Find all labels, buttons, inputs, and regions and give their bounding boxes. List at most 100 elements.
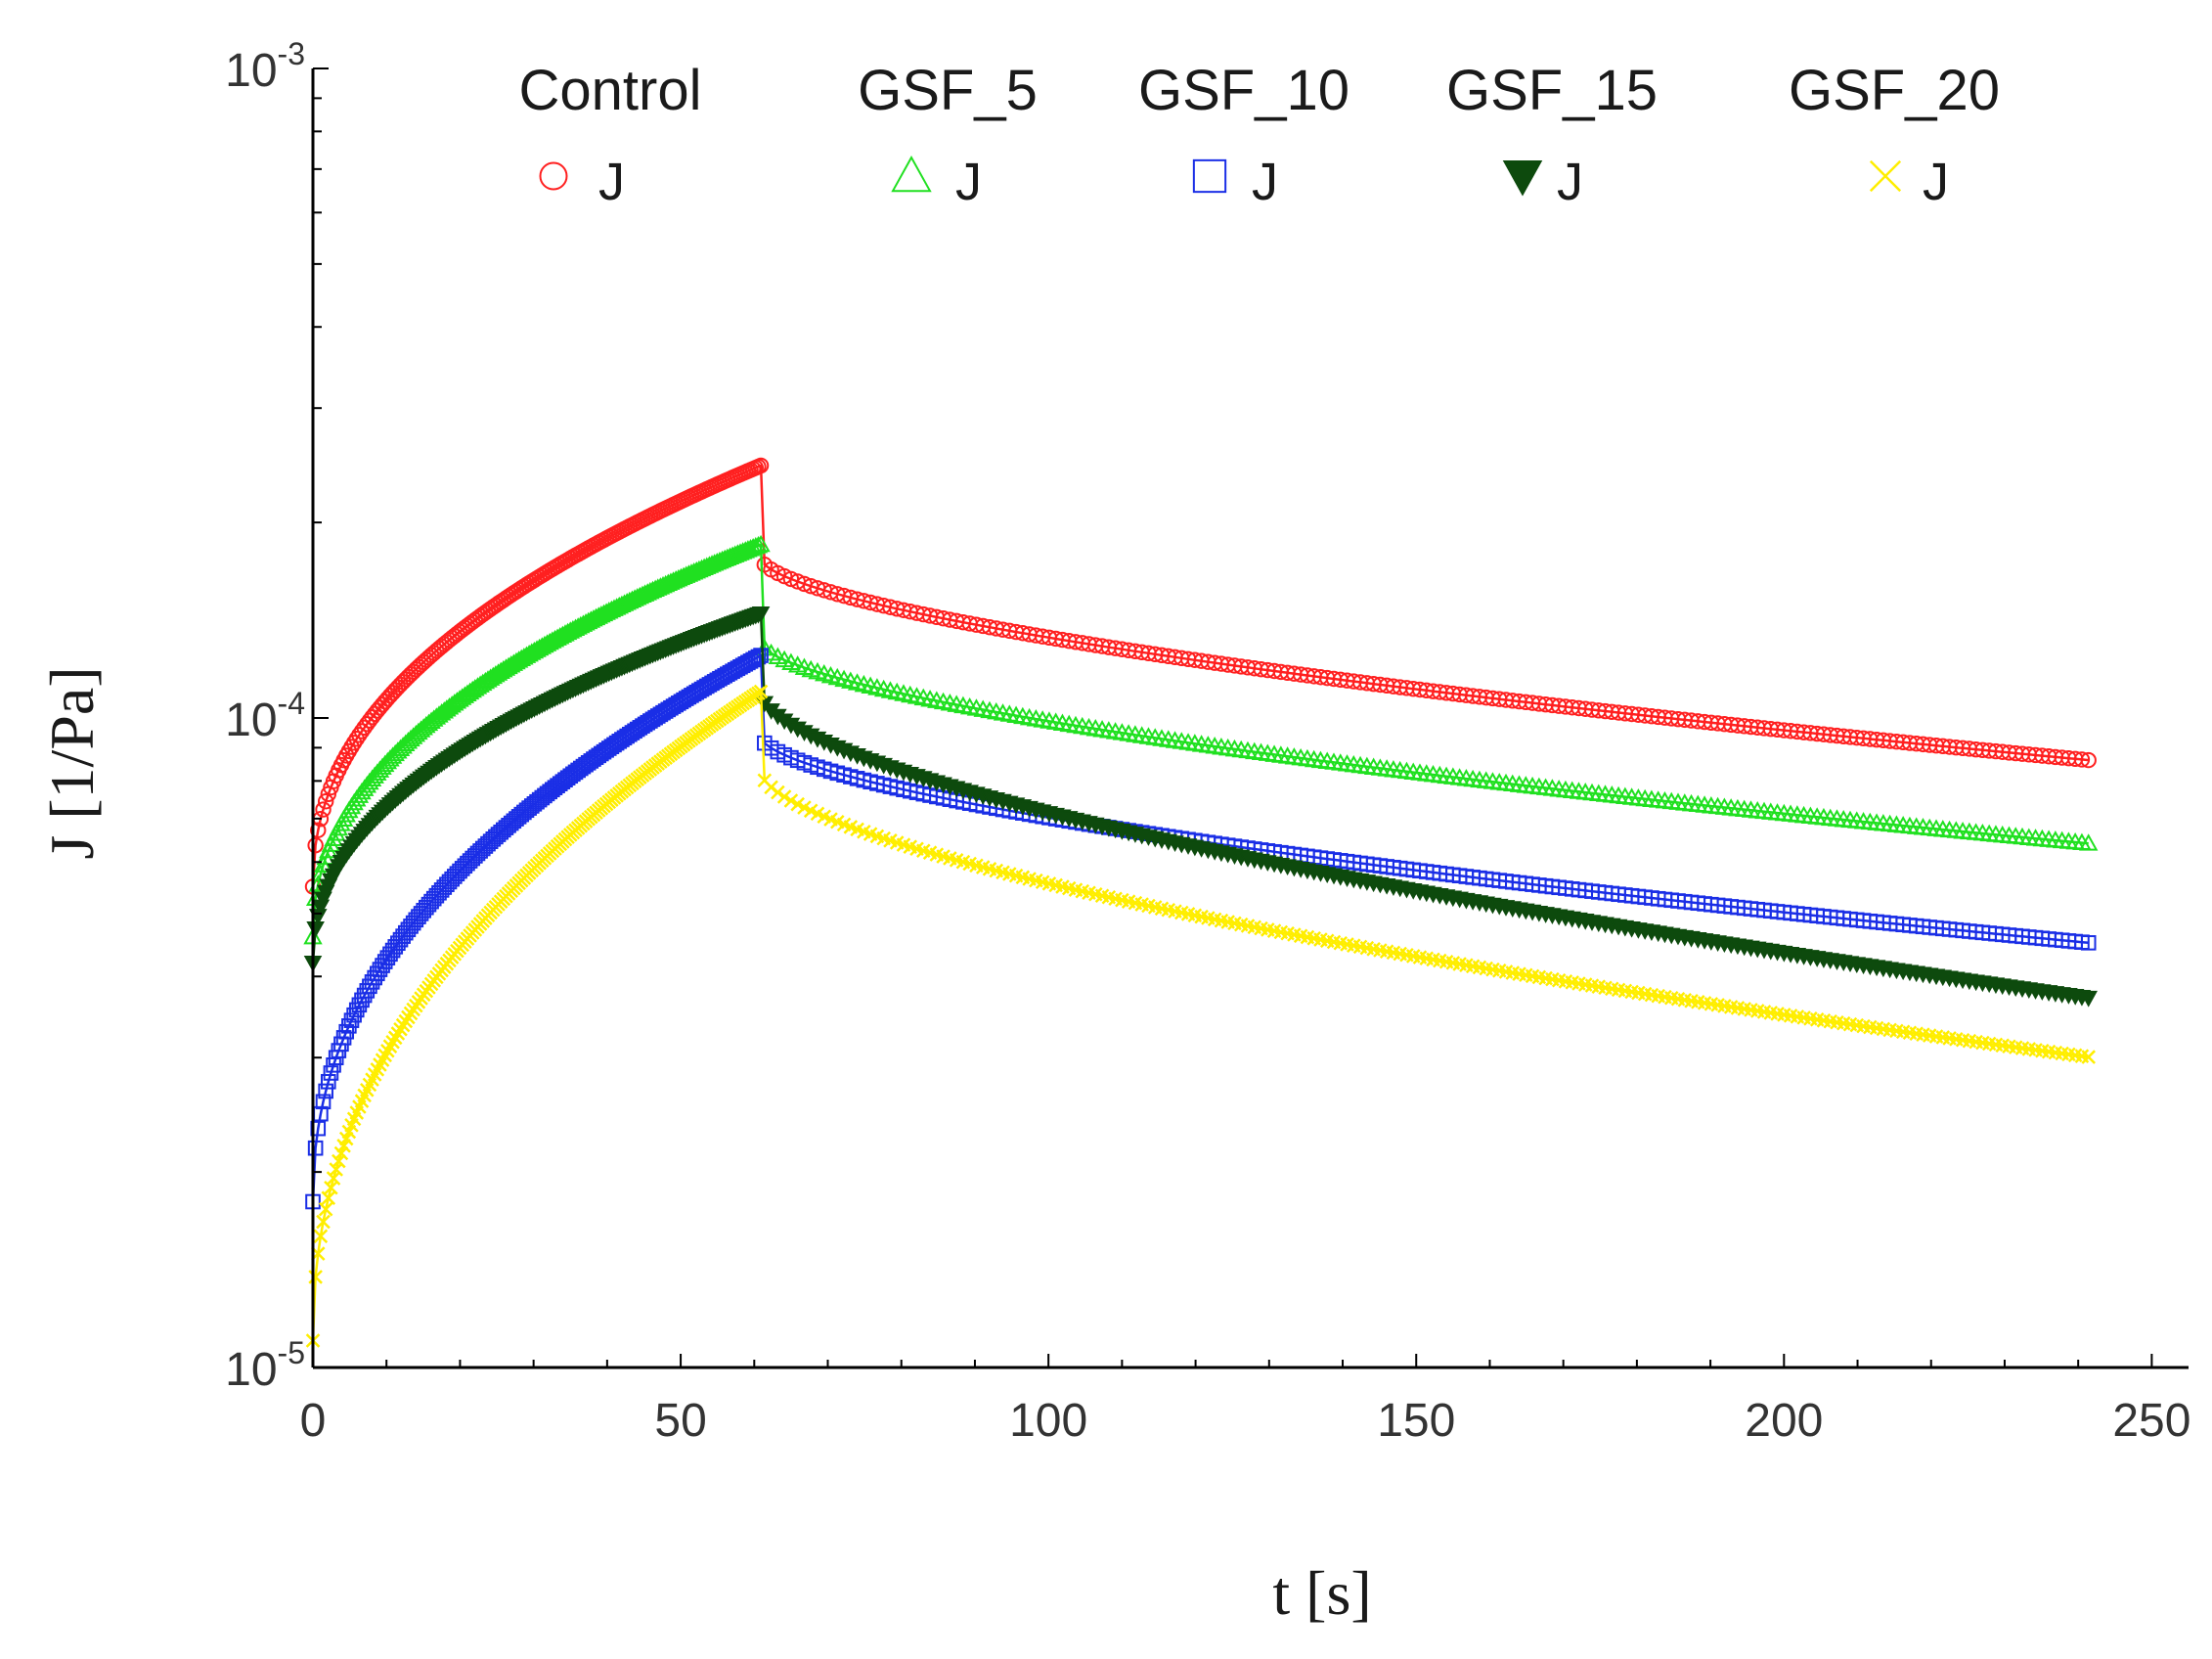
- y-tick-label: 10-4: [225, 686, 305, 746]
- legend-symbol-gsf-10: [1192, 158, 1227, 194]
- data-point: [776, 789, 792, 804]
- data-point: [428, 887, 445, 904]
- series-line-gsf-15: [311, 611, 2089, 1000]
- data-point: [329, 1162, 343, 1177]
- legend-name-gsf-10: GSF_10: [1138, 59, 1349, 122]
- legend: Control J GSF_5 J GSF_10 J GSF_15 J GSF_20 J: [519, 59, 2000, 211]
- y-tick-label: 10-3: [225, 36, 305, 97]
- data-point: [444, 871, 460, 887]
- y-axis-title: J [1/Pa]: [37, 666, 107, 859]
- data-point: [313, 1229, 329, 1244]
- legend-label-control: J: [598, 153, 625, 211]
- y-tick-label: 10-5: [225, 1335, 305, 1396]
- data-point: [348, 1002, 365, 1018]
- data-point: [310, 1120, 327, 1137]
- data-point: [346, 1007, 362, 1023]
- legend-label-gsf-20: J: [1923, 153, 1949, 211]
- data-point: [359, 983, 376, 999]
- legend-label-gsf-10: J: [1252, 153, 1278, 211]
- data-point: [2080, 935, 2097, 951]
- plot-series: [303, 457, 2099, 1348]
- data-point: [446, 869, 463, 884]
- data-point: [341, 1018, 357, 1034]
- legend-name-gsf-20: GSF_20: [1789, 59, 2000, 122]
- data-point: [753, 684, 769, 699]
- data-point: [356, 987, 373, 1004]
- data-point: [310, 822, 327, 838]
- data-point: [354, 992, 370, 1009]
- data-point: [746, 536, 766, 555]
- data-point: [2081, 1050, 2096, 1064]
- legend-symbol-gsf-15: [1502, 160, 1543, 197]
- y-axis-ticks: 10-5 10-4 10-3: [225, 36, 329, 1396]
- data-point: [449, 866, 465, 882]
- data-point: [751, 534, 771, 553]
- data-point: [364, 974, 380, 990]
- data-point: [307, 1140, 324, 1156]
- series-gsf-10: [305, 648, 2097, 1210]
- x-axis-title: t [s]: [1272, 1558, 1371, 1628]
- data-point: [748, 535, 769, 554]
- data-point: [370, 965, 385, 982]
- series-gsf-15: [303, 605, 2098, 1008]
- data-point: [2073, 751, 2091, 768]
- data-point: [750, 649, 767, 665]
- data-point: [753, 648, 769, 663]
- data-point: [436, 879, 453, 895]
- data-point: [318, 1083, 333, 1099]
- data-point: [743, 537, 763, 556]
- data-point: [452, 863, 467, 879]
- data-point: [2080, 751, 2097, 769]
- data-point: [351, 997, 368, 1013]
- data-point: [326, 1171, 341, 1186]
- data-point: [307, 836, 324, 854]
- legend-label-gsf-15: J: [1557, 153, 1583, 211]
- legend-symbol-gsf-5: [891, 155, 932, 193]
- x-tick-label: 150: [1377, 1395, 1455, 1447]
- data-point: [367, 969, 382, 986]
- data-point: [332, 1153, 346, 1169]
- data-point: [345, 735, 363, 751]
- legend-name-gsf-15: GSF_15: [1446, 59, 1658, 122]
- data-point: [343, 1012, 360, 1028]
- data-point: [454, 861, 470, 876]
- series-control: [304, 457, 2097, 895]
- series-gsf-5: [303, 534, 2099, 945]
- data-point: [323, 1065, 339, 1081]
- data-point: [317, 793, 334, 810]
- data-point: [771, 785, 785, 800]
- data-point: [783, 793, 799, 808]
- x-tick-label: 200: [1745, 1395, 1823, 1447]
- data-point: [320, 1073, 336, 1090]
- data-point: [315, 801, 332, 818]
- data-point: [318, 1201, 333, 1217]
- data-point: [745, 651, 761, 668]
- legend-label-gsf-5: J: [955, 153, 982, 211]
- legend-symbol-gsf-20: [1869, 159, 1902, 193]
- data-point: [321, 1190, 336, 1205]
- data-point: [2079, 990, 2098, 1008]
- data-point: [308, 1270, 323, 1284]
- legend-name-gsf-5: GSF_5: [858, 59, 1038, 122]
- x-axis-ticks: 0 50 100 150 200 250: [300, 1354, 2190, 1447]
- data-point: [752, 457, 770, 474]
- data-point: [375, 958, 390, 973]
- data-point: [433, 882, 450, 898]
- data-point: [316, 1214, 331, 1230]
- series-gsf-20: [305, 684, 2096, 1348]
- x-tick-label: 100: [1009, 1395, 1087, 1447]
- x-tick-label: 50: [654, 1395, 706, 1447]
- x-tick-label: 0: [300, 1395, 327, 1447]
- data-point: [2079, 833, 2099, 851]
- legend-name-control: Control: [519, 59, 702, 122]
- legend-symbol-control: [539, 161, 568, 191]
- data-point: [439, 876, 455, 893]
- data-point: [441, 874, 458, 890]
- x-tick-label: 250: [2112, 1395, 2190, 1447]
- data-point: [362, 978, 377, 995]
- data-point: [372, 962, 388, 977]
- data-point: [315, 1094, 332, 1110]
- data-point: [431, 884, 447, 901]
- data-point: [751, 605, 771, 623]
